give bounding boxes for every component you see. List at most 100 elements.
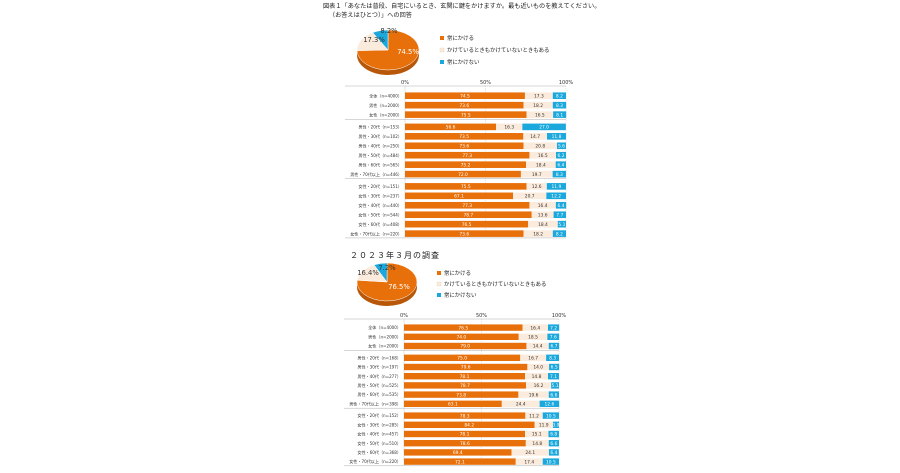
category-label: 男性・40代（n=277） [357,373,401,379]
bar-segment-2 [526,183,547,190]
bar-value-2: 24.4 [516,402,526,408]
bar-segment-2 [523,101,553,109]
bar-value-3: 3.9 [552,423,559,429]
bar-value-2: 24.1 [525,450,535,456]
bar-segment-1 [405,161,527,168]
bar-segment-1 [405,170,521,178]
bar-row-15: 女性・70代以上（n=220） 72.1 17.4 10.5 [349,458,559,465]
bar-value-2: 11.9 [539,423,549,429]
bar-row-11: 女性・30代（n=237） 67.1 20.7 12.2 [358,192,566,200]
bar-value-3: 6.4 [558,203,565,209]
bar-value-1: 76.5 [458,325,468,331]
bar-row-6: 男性・40代（n=277） 78.1 14.8 7.1 [357,373,559,380]
bar-segment-3 [552,170,566,178]
bar-value-3: 11.9 [552,184,562,190]
category-label: 男性・60代（n=565） [358,161,402,167]
category-label: 女性・30代（n=237） [358,193,402,199]
bar-value-2: 14.8 [532,374,542,380]
bar-segment-3 [539,400,560,407]
bar-value-1: 78.7 [463,213,473,219]
bar-segment-3 [547,324,560,331]
bar-value-1: 75.2 [461,162,471,168]
bar-value-1: 76.5 [462,222,472,228]
bar-row-9: 男性・70代以上（n=398） 63.1 24.4 12.6 [349,400,560,408]
bar-segment-1 [404,342,527,350]
pie-slice-1 [356,262,418,302]
bar-value-2: 14.4 [533,344,543,350]
bar-segment-2 [522,324,548,331]
bar-value-3: 6.4 [550,450,557,456]
category-label: 男性・40代（n=250） [358,142,402,148]
bar-value-3: 6.6 [550,392,557,398]
pie-label-3: 7.2% [378,264,396,272]
category-label: 女性・40代（n=440） [358,202,402,208]
category-label: 男性・70代以上（n=398） [349,400,401,406]
bar-value-1: 78.3 [460,413,470,419]
bar-segment-1 [405,133,524,140]
bar-segment-3 [555,161,566,168]
category-label: 男性・30代（n=197） [357,364,401,370]
bar-row-2: 男性（n=2000） 74.0 18.5 7.6 [368,333,560,341]
bar-segment-1 [404,458,516,465]
bar-segment-1 [404,430,526,438]
bar-value-1: 73.6 [459,144,469,150]
bar-segment-3 [548,391,559,398]
legend-label-1: 常にかける [444,269,471,277]
bar-segment-3 [556,142,566,150]
chart-2: 76.5% 16.4%7.2% 常にかけるかけているときもかけていないときもある常に… [344,262,566,466]
bar-value-3: 7.1 [550,374,557,380]
bar-value-1: 84.2 [464,423,474,429]
bar-segment-3 [547,373,559,380]
bar-row-12: 女性・40代（n=457） 78.1 15.1 6.8 [357,431,559,438]
title-line-1: 図表１「あなたは普段、自宅にいるとき、玄関に鍵をかけますか。最も近いものを教えて… [323,3,601,10]
bar-segment-2 [518,391,549,398]
category-label: 女性・60代（n=408） [358,221,402,227]
bar-segment-3 [552,230,566,237]
pie-label-1: 74.5% [397,48,419,56]
bar-segment-3 [547,333,560,340]
bar-row-4: 男性・20代（n=153） 56.6 16.3 27.0 [358,123,566,131]
bar-value-1: 78.1 [460,432,470,438]
x-tick-2: 50% [476,313,487,319]
category-label: 女性・30代（n=285） [357,421,401,427]
pie-label-1: 76.5% [388,283,410,291]
bar-segment-1 [405,92,525,100]
bar-segment-1 [404,449,512,456]
bar-segment-3 [552,421,559,428]
bar-segment-3 [553,211,566,219]
bar-chart-1: 0% 50% 100%全体（n=4000） 74.5 17.3 8.2男性（n=2000）… [345,80,574,239]
bar-value-2: 16.3 [504,125,514,131]
bar-value-2: 18.2 [533,231,543,237]
category-label: 全体（n=4000） [368,324,401,330]
bar-value-3: 8.3 [556,172,563,178]
bar-value-2: 18.2 [533,103,543,109]
bar-segment-3 [556,151,566,159]
category-label: 女性・60代（n=368） [357,449,401,455]
category-label: 女性（n=2000） [368,343,401,349]
bar-row-3: 女性（n=2000） 79.0 14.4 6.7 [368,342,560,350]
category-label: 女性・20代（n=151） [358,183,402,189]
bar-value-2: 18.5 [528,335,538,341]
bar-value-3: 6.6 [550,441,557,447]
bar-row-5: 男性・30代（n=197） 79.6 14.0 6.5 [357,364,560,371]
bar-value-3: 5.1 [552,383,559,389]
legend-swatch-3 [437,293,441,297]
bar-row-3: 女性（n=2000） 75.5 16.5 8.1 [369,111,567,118]
bar-segment-2 [511,449,549,456]
bar-value-2: 19.6 [529,392,539,398]
pie-label-3: 8.2% [380,27,398,35]
bar-value-2: 14.8 [532,441,542,447]
bar-segment-3 [542,458,559,465]
x-tick-1: 0% [400,313,408,319]
bar-row-6: 男性・40代（n=250） 73.6 20.8 5.6 [358,142,566,150]
bar-value-2: 12.6 [532,184,542,190]
x-tick-2: 50% [480,80,491,86]
bar-segment-1 [405,220,529,228]
x-tick-3: 100% [559,80,574,86]
legend-label-2: かけているときもかけていないときもある [447,47,549,54]
bar-row-1: 全体（n=4000） 76.5 16.4 7.2 [368,324,560,331]
bar-row-9: 男性・70代以上（n=446） 72.0 19.7 8.3 [350,170,566,178]
bar-value-2: 16.5 [535,112,545,118]
bar-segment-2 [515,458,543,465]
